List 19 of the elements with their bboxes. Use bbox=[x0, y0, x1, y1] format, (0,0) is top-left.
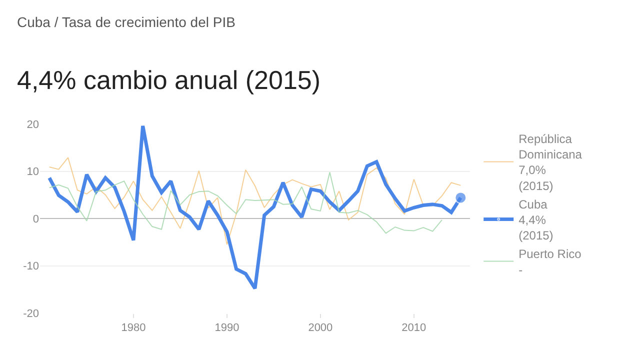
text: Cuba bbox=[518, 197, 548, 212]
line-series bbox=[48, 157, 462, 245]
y-tick-label: 10 bbox=[26, 166, 39, 178]
x-tick-label: 1980 bbox=[121, 322, 146, 334]
y-tick-label: 0 bbox=[32, 213, 39, 226]
text: República Dominicana bbox=[518, 132, 582, 162]
y-tick-label: -10 bbox=[23, 260, 39, 273]
text: 4,4% (2015) bbox=[518, 212, 554, 243]
y-tick-label: 20 bbox=[26, 118, 39, 131]
y-tick-label: -20 bbox=[23, 308, 39, 320]
text: - bbox=[518, 262, 523, 277]
chart-subtitle: Cuba / Tasa de crecimiento del PIB bbox=[17, 14, 236, 30]
legend-label: Puerto Rico bbox=[518, 247, 582, 262]
x-tick-label: 2000 bbox=[308, 322, 333, 334]
x-tick-label: 2010 bbox=[402, 322, 426, 334]
x-tick-label: 1990 bbox=[214, 322, 240, 334]
line-series bbox=[48, 172, 442, 234]
chart-title: 4,4% cambio anual (2015) bbox=[17, 65, 321, 95]
text: 7,0% (2015) bbox=[518, 163, 554, 193]
